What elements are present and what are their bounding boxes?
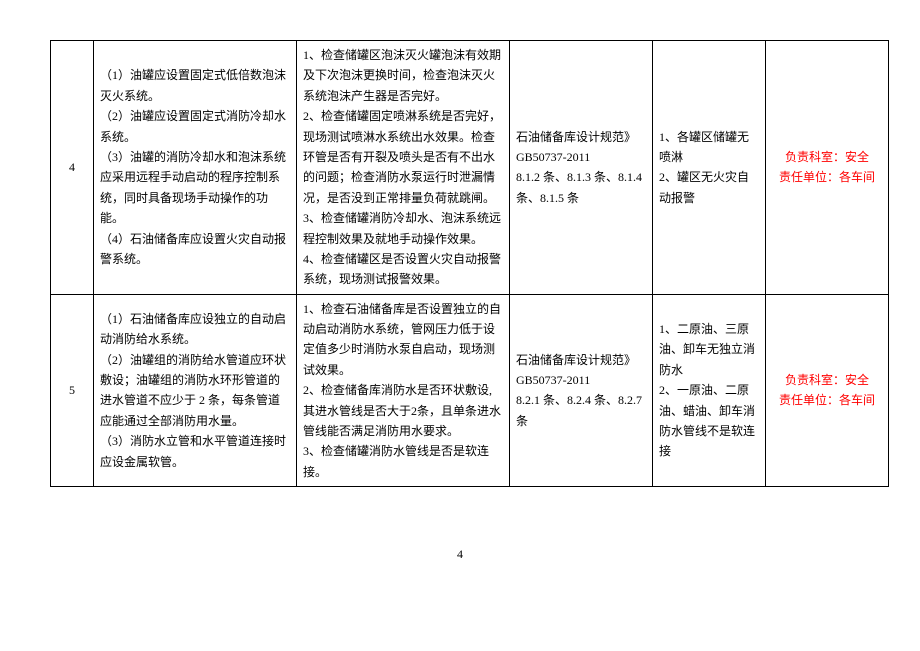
cell-basis: 石油储备库设计规范》GB50737-20118.2.1 条、8.2.4 条、8.… — [510, 294, 653, 487]
cell-issue: 1、二原油、三原油、卸车无独立消防水2、一原油、二原油、蜡油、卸车消防水管线不是… — [653, 294, 766, 487]
table-row: 4（1）油罐应设置固定式低倍数泡沫灭火系统。（2）油罐应设置固定式消防冷却水系统… — [51, 41, 889, 295]
table-row: 5（1）石油储备库应设独立的自动启动消防给水系统。（2）油罐组的消防给水管道应环… — [51, 294, 889, 487]
cell-responsibility: 负责科室：安全责任单位：各车间 — [766, 294, 889, 487]
cell-requirement: （1）石油储备库应设独立的自动启动消防给水系统。（2）油罐组的消防给水管道应环状… — [94, 294, 297, 487]
cell-basis: 石油储备库设计规范》GB50737-20118.1.2 条、8.1.3 条、8.… — [510, 41, 653, 295]
cell-number: 4 — [51, 41, 94, 295]
cell-number: 5 — [51, 294, 94, 487]
cell-check: 1、检查石油储备库是否设置独立的自动启动消防水系统，管网压力低于设定值多少时消防… — [297, 294, 510, 487]
page-number: 4 — [50, 547, 870, 562]
cell-requirement: （1）油罐应设置固定式低倍数泡沫灭火系统。（2）油罐应设置固定式消防冷却水系统。… — [94, 41, 297, 295]
inspection-table: 4（1）油罐应设置固定式低倍数泡沫灭火系统。（2）油罐应设置固定式消防冷却水系统… — [50, 40, 889, 487]
cell-issue: 1、各罐区储罐无喷淋2、罐区无火灾自动报警 — [653, 41, 766, 295]
cell-check: 1、检查储罐区泡沫灭火罐泡沫有效期及下次泡沫更换时间，检查泡沫灭火系统泡沫产生器… — [297, 41, 510, 295]
cell-responsibility: 负责科室：安全责任单位：各车间 — [766, 41, 889, 295]
